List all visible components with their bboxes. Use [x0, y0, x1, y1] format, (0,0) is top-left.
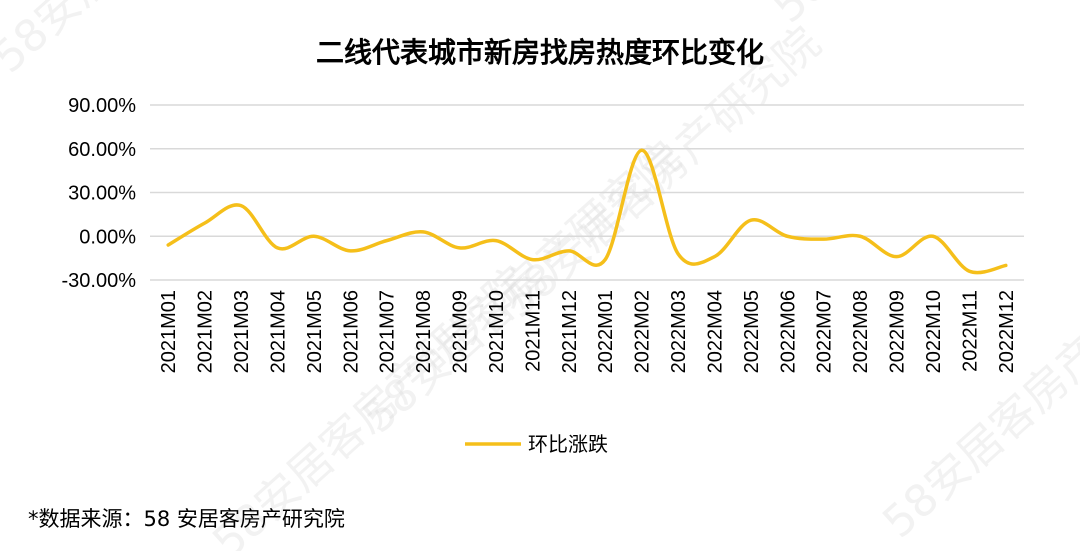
source-note: *数据来源：58 安居客房产研究院: [28, 507, 345, 531]
x-tick-label: 2021M10: [486, 290, 508, 373]
x-tick-label: 2021M06: [340, 290, 362, 373]
x-tick-label: 2021M07: [377, 290, 399, 373]
x-tick-label: 2022M04: [704, 290, 726, 373]
y-tick-label: 30.00%: [68, 183, 136, 205]
x-tick-label: 2021M12: [559, 290, 581, 373]
y-tick-label: -30.00%: [62, 270, 137, 292]
x-tick-label: 2022M07: [814, 290, 836, 373]
y-tick-label: 0.00%: [79, 226, 136, 248]
x-tick-label: 2022M10: [923, 290, 945, 373]
x-tick-label: 2022M09: [887, 290, 909, 373]
legend-label: 环比涨跌: [528, 432, 608, 456]
x-tick-label: 2022M05: [741, 290, 763, 373]
x-tick-label: 2022M02: [632, 290, 654, 373]
y-tick-labels: 90.00% 60.00% 30.00% 0.00% -30.00%: [62, 95, 137, 292]
x-tick-label: 2021M11: [522, 290, 544, 372]
y-tick-label: 60.00%: [68, 139, 136, 161]
y-tick-label: 90.00%: [68, 95, 136, 117]
chart-title: 二线代表城市新房找房热度环比变化: [316, 36, 764, 69]
gridlines: [150, 104, 1024, 281]
x-tick-labels: 2021M01 2021M02 2021M03 2021M04 2021M05 2021M…: [158, 290, 1018, 373]
x-tick-label: 2022M08: [850, 290, 872, 373]
watermark-text: 58安居客房产研究院: [763, 0, 1080, 33]
watermark-text: 58安居客房产研究院: [0, 0, 321, 83]
x-tick-label: 2021M02: [195, 290, 217, 373]
series-line: [166, 148, 1008, 275]
x-tick-label: 2021M08: [413, 290, 435, 373]
x-tick-label: 2022M11: [959, 290, 981, 372]
x-tick-label: 2022M01: [595, 290, 617, 373]
x-tick-label: 2021M04: [267, 290, 289, 373]
x-tick-label: 2021M05: [304, 290, 326, 373]
x-tick-label: 2022M03: [668, 290, 690, 373]
x-tick-label: 2021M09: [450, 290, 472, 373]
x-tick-label: 2022M06: [777, 290, 799, 373]
x-tick-label: 2021M03: [231, 290, 253, 373]
x-tick-label: 2022M12: [996, 290, 1018, 373]
watermark-text: 58安居客房产研究院: [873, 237, 1080, 548]
x-tick-label: 2021M01: [158, 290, 180, 373]
legend: 环比涨跌: [465, 432, 608, 456]
